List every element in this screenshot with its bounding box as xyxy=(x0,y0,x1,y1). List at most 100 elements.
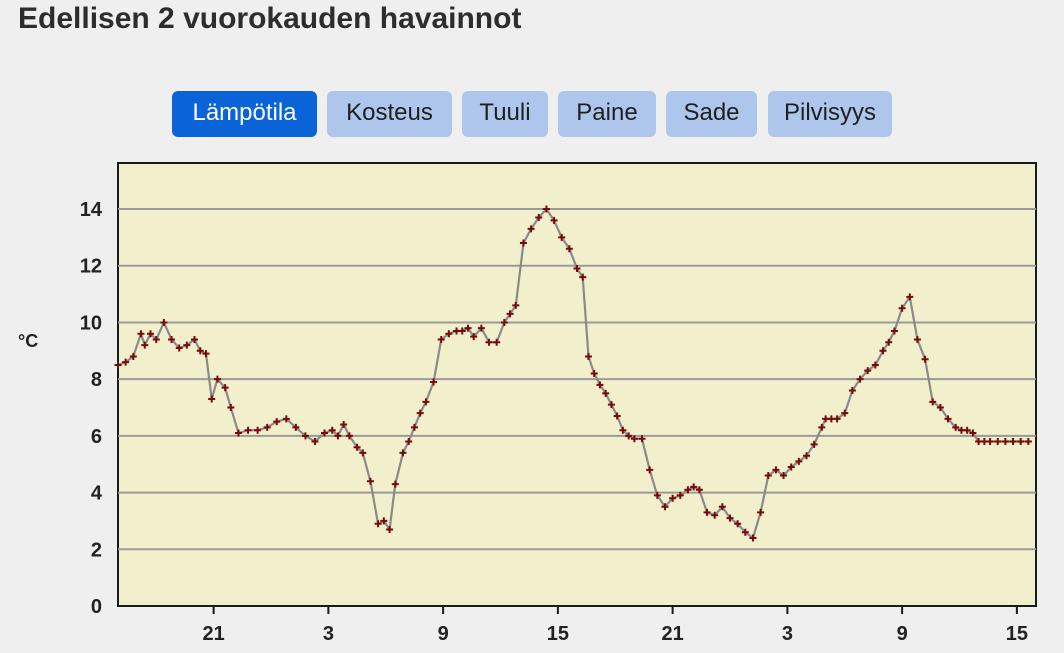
plot-area xyxy=(117,162,1037,607)
data-point xyxy=(653,491,661,499)
data-point xyxy=(122,358,130,366)
data-point xyxy=(913,335,921,343)
data-point xyxy=(994,438,1002,446)
data-point xyxy=(366,477,374,485)
data-point xyxy=(1001,438,1009,446)
y-tick-label: 0 xyxy=(91,596,102,618)
x-tick-label: 3 xyxy=(323,623,334,645)
data-point xyxy=(244,426,252,434)
data-point xyxy=(416,409,424,417)
data-point xyxy=(879,347,887,355)
chart-svg: 0 2 4 6 8 10 12 14 °C 21 3 9 15 21 3 9 15 xyxy=(18,162,1037,645)
data-point xyxy=(871,361,879,369)
data-point xyxy=(741,528,749,536)
data-point xyxy=(129,352,137,360)
data-point xyxy=(661,503,669,511)
data-point xyxy=(780,472,788,480)
data-point xyxy=(952,423,960,431)
data-point xyxy=(191,335,198,343)
data-point xyxy=(558,233,566,241)
data-point xyxy=(848,386,856,394)
data-point xyxy=(711,511,719,519)
data-point xyxy=(410,423,418,431)
tab-paine[interactable]: Paine xyxy=(558,91,656,137)
data-point xyxy=(936,404,944,412)
data-point xyxy=(684,486,692,494)
y-axis-label: °C xyxy=(18,331,38,351)
data-point xyxy=(906,293,914,301)
data-point xyxy=(234,429,242,437)
data-point xyxy=(929,398,937,406)
data-point xyxy=(590,369,598,377)
data-point xyxy=(359,449,367,457)
data-point xyxy=(921,355,929,363)
data-point xyxy=(625,432,633,440)
data-point xyxy=(254,426,262,434)
data-point xyxy=(445,330,453,338)
data-point xyxy=(944,415,952,423)
x-tick-label: 9 xyxy=(438,623,449,645)
data-point xyxy=(550,216,558,224)
data-point xyxy=(898,304,906,312)
data-point xyxy=(301,432,309,440)
data-point xyxy=(430,378,438,386)
tab-tuuli[interactable]: Tuuli xyxy=(462,91,548,137)
data-point xyxy=(493,338,501,346)
data-point xyxy=(969,429,977,437)
tab-kosteus[interactable]: Kosteus xyxy=(327,91,452,137)
tab-lampotila[interactable]: Lämpötila xyxy=(172,91,317,137)
temperature-chart: 0 2 4 6 8 10 12 14 °C 21 3 9 15 21 3 9 15 xyxy=(0,150,1064,648)
data-point xyxy=(764,472,772,480)
data-point xyxy=(535,214,543,222)
data-point xyxy=(734,520,742,528)
data-point xyxy=(565,245,573,253)
data-point xyxy=(527,225,535,233)
data-point xyxy=(380,517,388,525)
data-point xyxy=(221,384,229,392)
data-point xyxy=(273,418,281,426)
tab-pilvisyys[interactable]: Pilvisyys xyxy=(768,91,892,137)
data-point xyxy=(810,440,818,448)
tab-sade[interactable]: Sade xyxy=(666,91,757,137)
data-point xyxy=(168,335,176,343)
data-point xyxy=(334,432,342,440)
data-point xyxy=(607,401,615,409)
data-point xyxy=(386,525,394,533)
data-point xyxy=(833,415,841,423)
data-point xyxy=(726,514,734,522)
data-point xyxy=(141,341,149,349)
data-point xyxy=(676,491,684,499)
x-tick-label: 21 xyxy=(662,623,684,645)
data-point xyxy=(282,415,290,423)
data-point xyxy=(1024,438,1032,446)
data-point xyxy=(579,273,587,281)
data-point xyxy=(500,318,508,326)
page-title: Edellisen 2 vuorokauden havainnot xyxy=(18,2,522,35)
data-point xyxy=(646,466,654,474)
data-point xyxy=(772,466,780,474)
data-point xyxy=(328,426,336,434)
x-tick-label: 21 xyxy=(203,623,225,645)
data-point xyxy=(470,333,478,341)
data-point xyxy=(422,398,430,406)
data-point xyxy=(757,508,765,516)
data-point xyxy=(175,344,183,352)
y-tick-label: 12 xyxy=(80,256,102,278)
data-point xyxy=(542,205,550,213)
x-tick-label: 3 xyxy=(782,623,793,645)
y-tick-label: 4 xyxy=(91,483,103,505)
data-point xyxy=(630,435,638,443)
data-point xyxy=(213,375,221,383)
data-point xyxy=(818,423,826,431)
data-point xyxy=(227,404,235,412)
data-point xyxy=(602,389,610,397)
data-point xyxy=(986,438,994,446)
data-point xyxy=(114,361,122,369)
data-point xyxy=(340,421,348,429)
data-point xyxy=(437,335,445,343)
data-point xyxy=(458,327,466,335)
data-point xyxy=(405,438,413,446)
y-tick-label: 14 xyxy=(80,199,103,221)
data-point xyxy=(573,265,581,273)
data-point xyxy=(695,486,703,494)
